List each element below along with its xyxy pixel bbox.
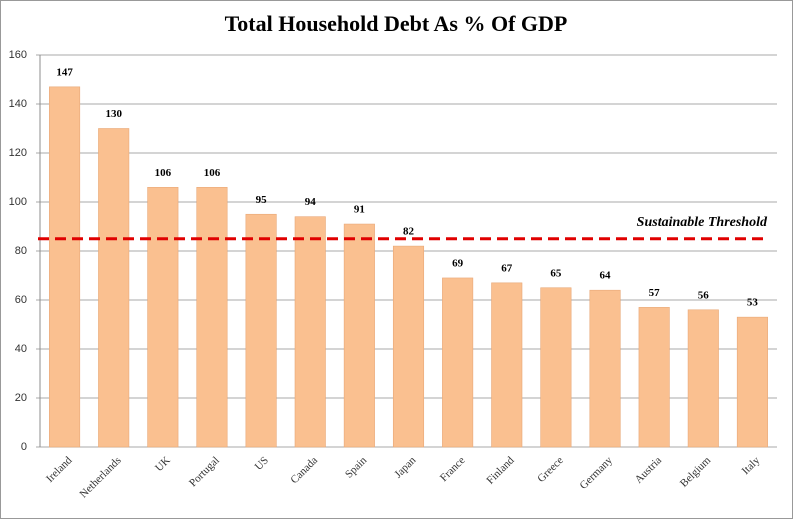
y-tick-label: 80 <box>15 245 27 257</box>
bar <box>294 216 326 448</box>
bar <box>343 223 375 448</box>
bar <box>687 309 719 448</box>
value-label: 94 <box>305 196 317 208</box>
bar <box>196 187 228 448</box>
bar <box>392 245 425 448</box>
value-label: 95 <box>256 194 268 206</box>
value-label: 65 <box>550 267 562 279</box>
value-label: 82 <box>403 226 415 238</box>
value-label: 130 <box>105 108 122 120</box>
bar <box>442 277 474 448</box>
bar <box>491 282 523 448</box>
y-tick-label: 60 <box>15 294 27 306</box>
value-label: 64 <box>600 270 612 282</box>
value-label: 56 <box>698 289 710 301</box>
y-tick-label: 160 <box>9 49 27 61</box>
bar <box>147 187 179 448</box>
value-label: 67 <box>501 262 513 274</box>
bar <box>49 86 81 448</box>
value-label: 53 <box>747 297 759 309</box>
bar <box>638 307 670 448</box>
bar <box>98 128 130 448</box>
value-label: 106 <box>204 167 221 179</box>
y-tick-label: 40 <box>15 343 27 355</box>
value-label: 57 <box>649 287 661 299</box>
chart-title: Total Household Debt As % Of GDP <box>225 11 568 36</box>
y-tick-label: 0 <box>21 441 27 453</box>
value-label: 69 <box>452 257 464 269</box>
y-tick-label: 100 <box>9 196 27 208</box>
threshold-label: Sustainable Threshold <box>637 215 768 230</box>
value-label: 106 <box>155 167 172 179</box>
value-label: 147 <box>56 66 73 78</box>
bar <box>736 316 768 448</box>
bar <box>589 289 621 448</box>
y-tick-label: 20 <box>15 392 27 404</box>
bar <box>540 287 572 448</box>
value-label: 91 <box>354 204 365 216</box>
y-tick-label: 140 <box>9 98 27 110</box>
y-tick-label: 120 <box>9 147 27 159</box>
bar <box>245 213 277 448</box>
